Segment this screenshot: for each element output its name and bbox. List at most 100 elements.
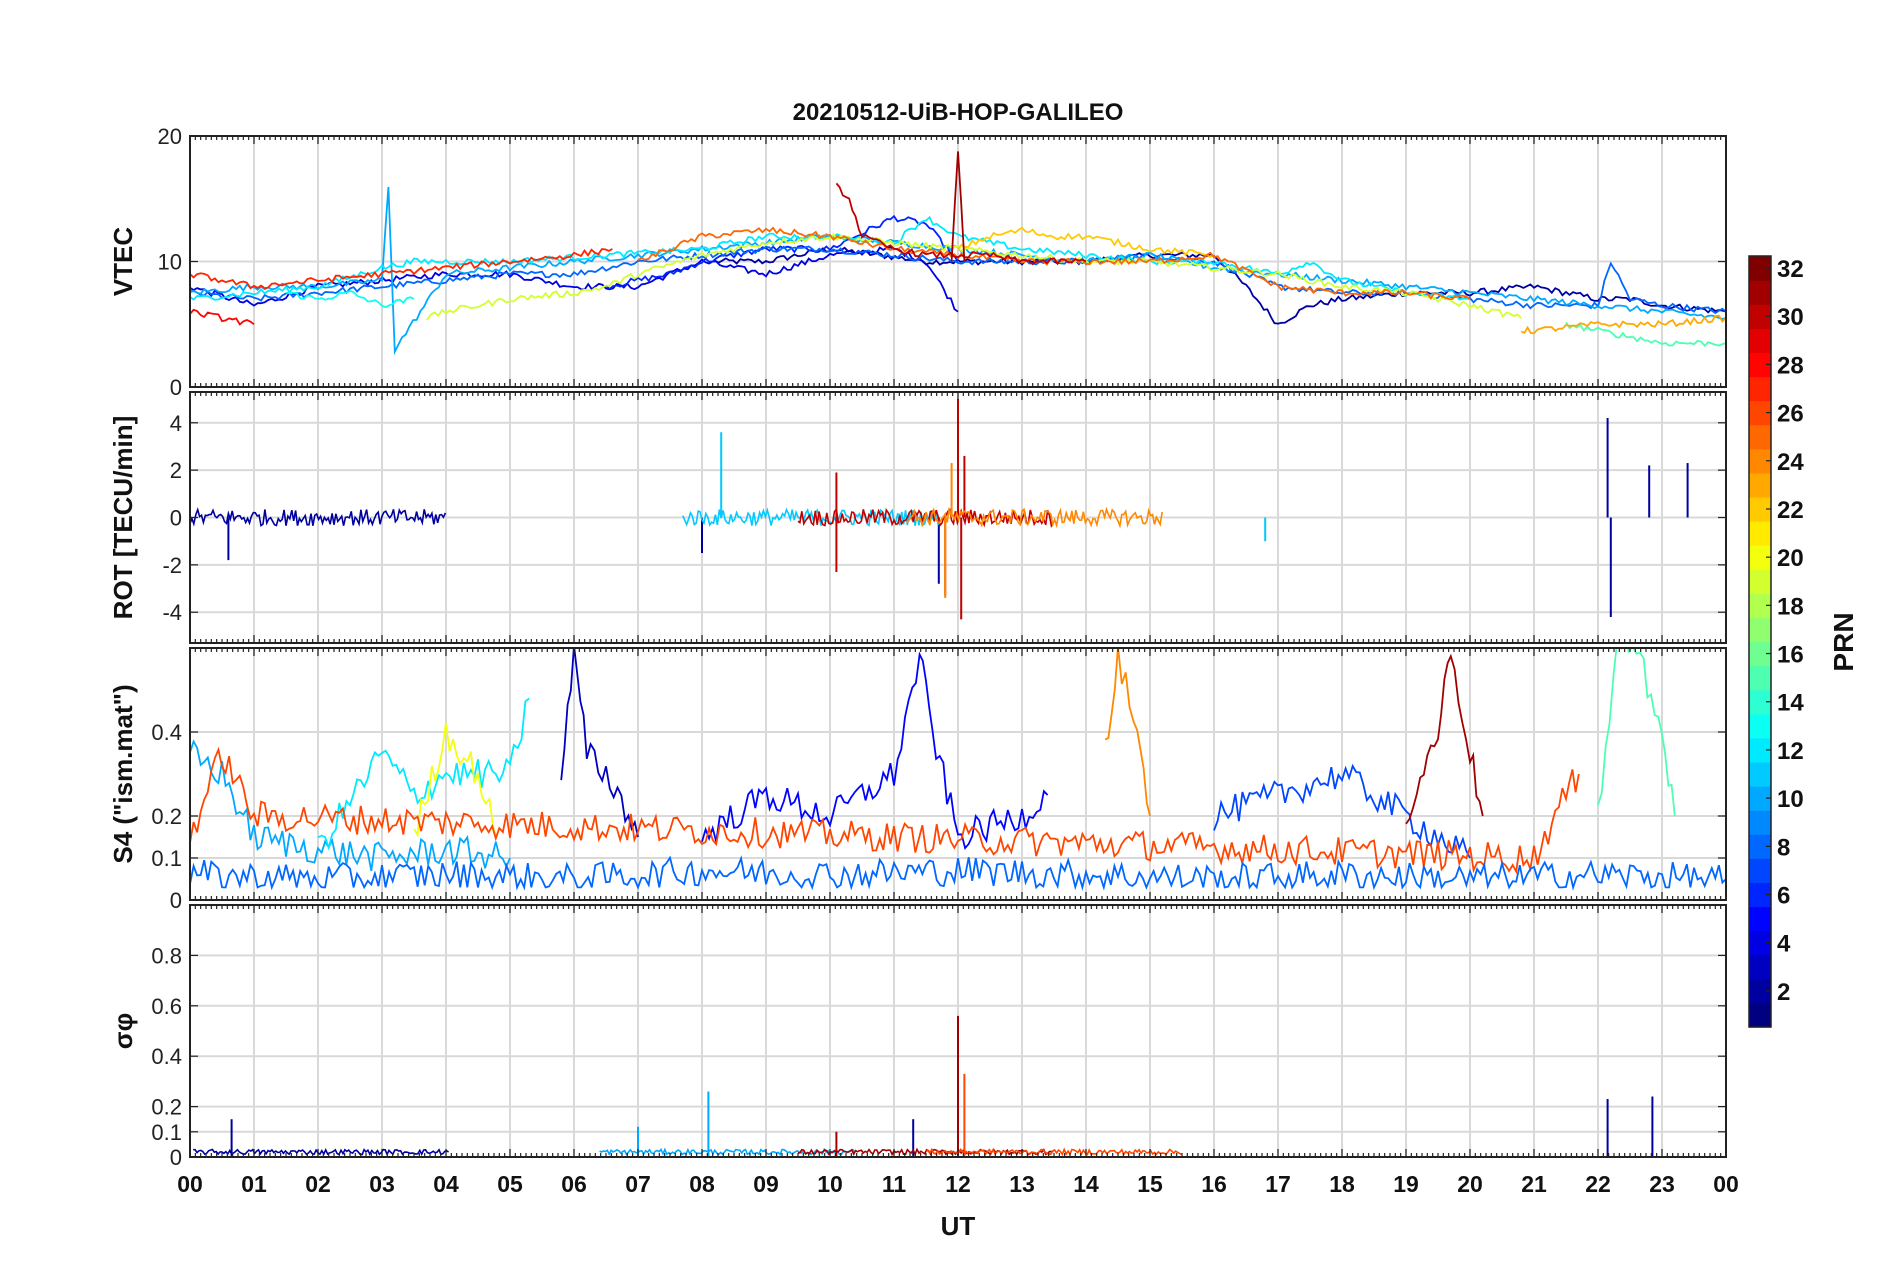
colorbar-swatch [1749,641,1771,667]
y-tick-label: 0.1 [151,1120,182,1145]
y-axis-label-s4: S4 ("ism.mat") [108,684,138,863]
colorbar-tick-label: 16 [1777,642,1804,669]
panel-rot: -4 -2 0 2 4 ROT [TECU/min] [108,391,1727,644]
chart-title: 20210512-UiB-HOP-GALILEO [793,99,1124,126]
x-ticks-s4 [189,648,1727,900]
series-prn-22 [957,226,1215,259]
colorbar-swatch [1749,713,1771,739]
x-tick-label: 09 [753,1171,779,1197]
x-tick-label: 01 [241,1171,267,1197]
colorbar-swatch [1749,665,1771,691]
noise-trace-prn-31 [797,1147,1054,1157]
series-prn-6 [605,214,959,291]
x-tick-label: 21 [1521,1171,1547,1197]
colorbar-swatch [1749,617,1771,643]
y-tick-label: 20 [158,124,182,149]
colorbar-tick-label: 28 [1777,352,1804,379]
colorbar-swatch [1749,352,1771,378]
series-group-rot [190,399,1689,620]
x-tick-label: 16 [1201,1171,1227,1197]
series-prn-20 [413,722,499,838]
x-tick-label: 12 [945,1171,971,1197]
colorbar-frame [1748,255,1772,1028]
noise-trace-prn-24 [906,506,1163,529]
colorbar-swatch [1749,593,1771,619]
y-tick-label: -4 [162,600,182,625]
x-tick-label: 04 [433,1171,459,1197]
y-tick-label: 0.8 [151,943,182,968]
x-tick-label: 14 [1073,1171,1099,1197]
x-tick-label: 00 [177,1171,203,1197]
y-tick-label: 0.4 [151,720,182,745]
colorbar-tick-label: 32 [1777,256,1804,283]
y-tick-label: -2 [162,553,182,578]
colorbar-swatch [1749,786,1771,811]
x-tick-label: 10 [817,1171,843,1197]
colorbar-swatch [1749,328,1771,353]
colorbar-swatch [1749,472,1771,498]
y-tick-label: 0.2 [151,804,182,829]
series-prn-12 [317,697,530,851]
colorbar-label: PRN [1828,612,1859,671]
series-prn-8 [190,855,1726,891]
colorbar-swatch [1749,906,1771,932]
colorbar-tick-label: 14 [1777,690,1804,717]
colorbar-tick-label: 4 [1777,931,1791,958]
series-prn-15 [1565,321,1726,348]
x-tick-label: 17 [1265,1171,1291,1197]
y-tick-label: 0.6 [151,994,182,1019]
colorbar-swatch [1749,304,1771,329]
colorbar-swatch [1749,978,1771,1004]
colorbar-tick-label: 22 [1777,497,1804,524]
series-prn-10 [190,739,511,872]
x-tick-label: 03 [369,1171,395,1197]
series-prn-24 [1104,648,1151,817]
colorbar-tick-label: 24 [1777,449,1804,476]
x-ticks-rot [189,392,1727,643]
colorbar-tick-label: 30 [1777,304,1804,331]
x-tick-label: 00 [1713,1171,1739,1197]
colorbar-tick-label: 10 [1777,786,1804,813]
x-tick-label: 13 [1009,1171,1035,1197]
colorbar-swatch [1749,256,1771,281]
x-tick-label: 15 [1137,1171,1163,1197]
colorbar-swatch [1749,689,1771,715]
series-prn-7 [1213,763,1471,859]
colorbar-tick-label: 2 [1777,979,1790,1006]
colorbar-swatch [1749,858,1771,884]
x-tick-label: 08 [689,1171,715,1197]
x-tick-labels: 00 01 02 03 04 05 06 07 08 09 10 11 12 13 14 15 16 17 18 19… [177,1171,1739,1197]
x-ticks-vtec [189,136,1727,387]
colorbar-swatch [1749,376,1771,402]
noise-trace-prn-2 [193,1147,450,1157]
colorbar-tick-label: 8 [1777,834,1790,861]
series-prn-23 [1520,314,1726,335]
x-tick-label: 22 [1585,1171,1611,1197]
colorbar-swatch [1749,521,1771,546]
x-tick-label: 11 [882,1171,907,1197]
y-tick-label: 0 [170,888,182,913]
colorbar-tick-label: 20 [1777,545,1804,572]
colorbar-swatch [1749,496,1771,522]
colorbar-swatch [1749,448,1771,474]
colorbar-swatch [1749,810,1771,835]
y-tick-label: 0.4 [151,1044,182,1069]
y-tick-label: 10 [158,250,182,275]
colorbar-swatch [1749,280,1771,305]
y-tick-label: 0.1 [151,846,182,871]
series-prn-15 [1597,648,1676,817]
x-tick-label: 07 [625,1171,651,1197]
panel-sigma_phi: 00.10.2 0.4 0.6 0.8 σφ [108,904,1727,1170]
series-prn-4 [190,246,959,313]
series-prn-19 [426,232,1522,321]
colorbar-tick-label: 6 [1777,882,1790,909]
colorbar-tick-label: 18 [1777,593,1804,620]
series-group-sigma_phi [193,1015,1654,1157]
series-prn-26 [190,746,1580,875]
noise-trace-prn-2 [190,507,447,528]
x-tick-label: 06 [561,1171,587,1197]
panel-vtec: 0 10 20 VTEC [108,124,1727,400]
x-tick-label: 23 [1649,1171,1675,1197]
